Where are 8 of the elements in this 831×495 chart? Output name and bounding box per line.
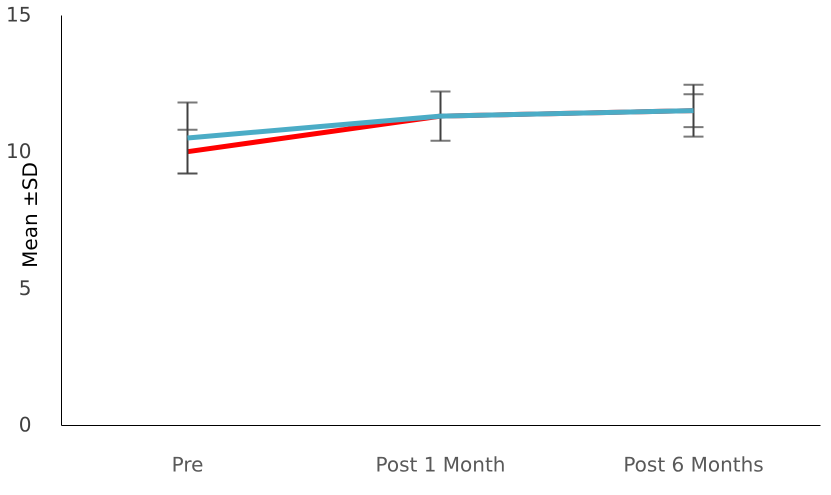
y-axis-title: Mean ±SD [18, 162, 42, 268]
x-tick-label: Post 1 Month [376, 452, 506, 476]
x-tick-label: Post 6 Months [623, 452, 764, 476]
y-tick-label: 15 [6, 2, 32, 26]
y-tick-label: 10 [6, 139, 32, 164]
x-tick-label: Pre [172, 452, 204, 476]
y-tick-label: 0 [18, 412, 32, 436]
y-tick-label: 5 [18, 276, 32, 300]
